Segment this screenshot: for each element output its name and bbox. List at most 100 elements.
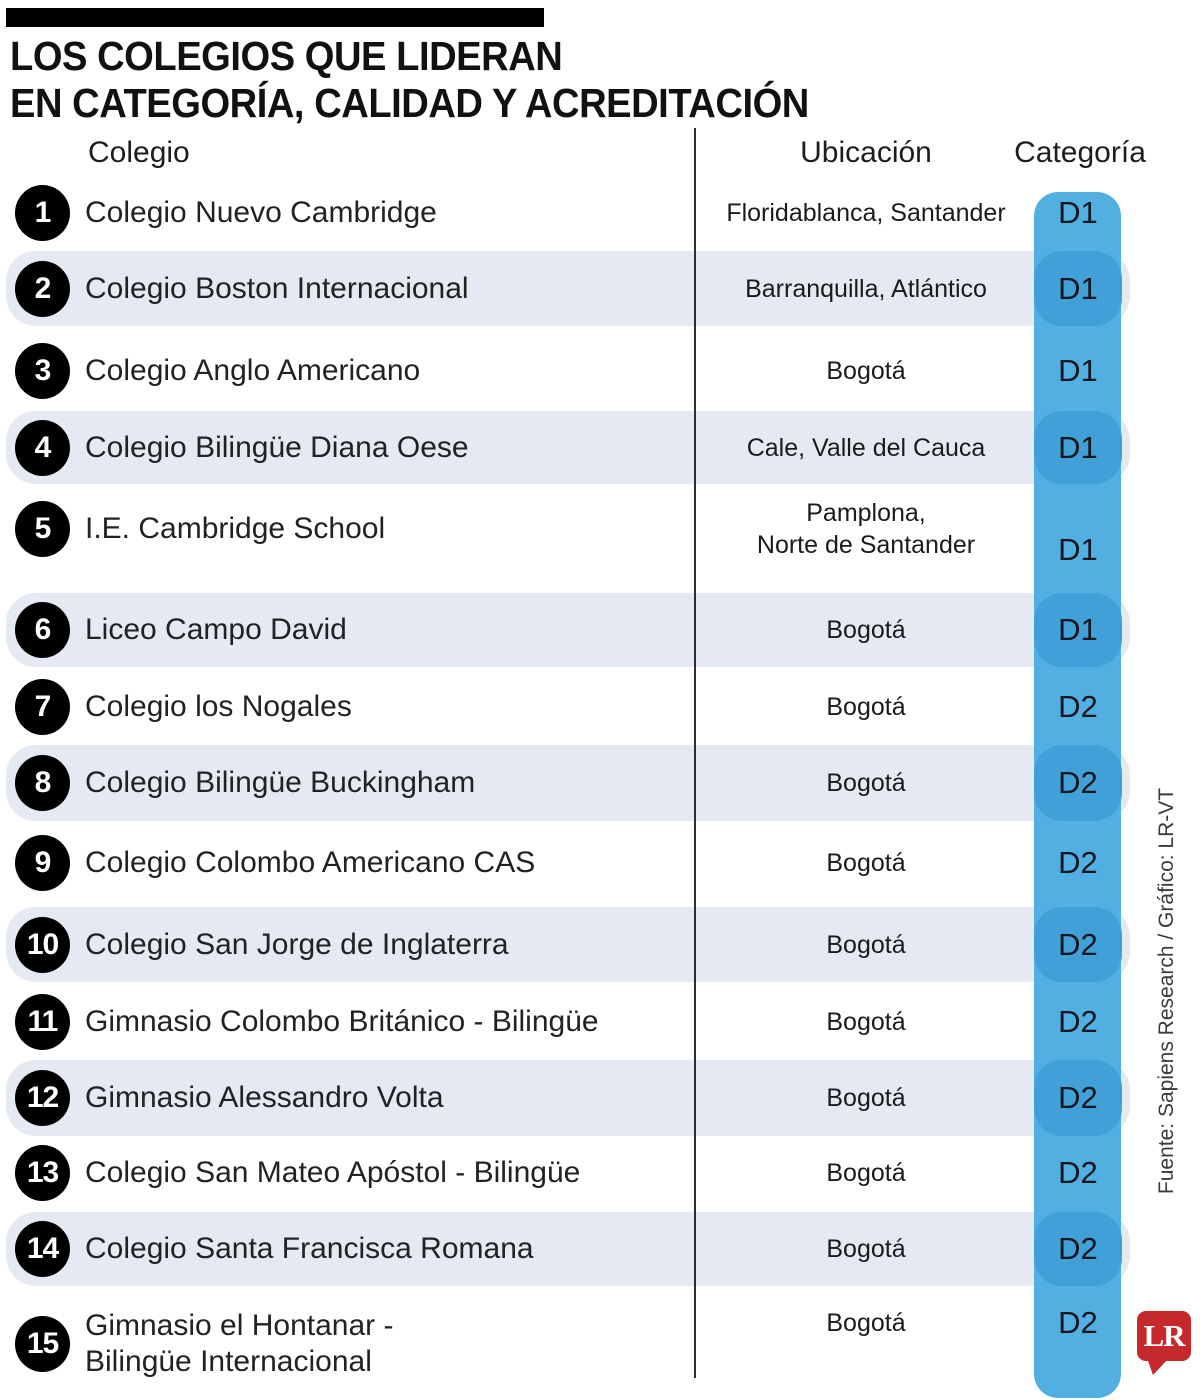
school-location: Bogotá [826,1084,906,1112]
category-value: D1 [1058,270,1098,306]
school-name: Colegio los Nogales [85,690,352,723]
category-value: D2 [1058,845,1098,880]
category-pill [1034,411,1122,484]
school-name: Gimnasio Alessandro Volta [85,1081,444,1114]
rank-badge: 6 [15,602,70,658]
row-highlight [6,907,1130,982]
rank-badge: 7 [15,679,70,735]
table-row: 10 Colegio San Jorge de Inglaterra Bogot… [0,906,1200,983]
school-name: Liceo Campo David [85,613,347,646]
page-title: LOS COLEGIOS QUE LIDERAN EN CATEGORÍA, C… [10,33,809,127]
category-pill [1034,1060,1122,1136]
lr-logo-text: LR [1143,1318,1185,1353]
school-location: Bogotá [826,357,906,385]
category-value: D2 [1058,926,1098,962]
row-highlight [6,251,1130,326]
location-line-2: Norte de Santander [756,531,976,559]
location-line-1: Pamplona, [806,499,926,527]
school-name-line-1: Gimnasio el Hontanar - [85,1309,394,1342]
rank-badge: 4 [15,419,70,476]
category-value: D1 [1058,532,1098,567]
row-highlight [6,593,1130,667]
table-row: 8 Colegio Bilingüe Buckingham Bogotá D2 [0,744,1200,822]
rank-badge: 1 [15,185,70,241]
title-line-2: EN CATEGORÍA, CALIDAD Y ACREDITACIÓN [10,80,809,126]
column-header-category: Categoría [1014,136,1146,169]
rank-badge: 9 [15,835,70,891]
school-location: Bogotá [826,1008,906,1036]
source-credit: Fuente: Sapiens Research / Gráfico: LR-V… [1155,787,1178,1195]
school-name: I.E. Cambridge School [85,512,386,545]
column-header-school: Colegio [88,136,190,169]
table-row: 13 Colegio San Mateo Apóstol - Bilingüe … [0,1134,1200,1211]
school-location: Bogotá [826,616,906,644]
rank-badge: 10 [15,916,70,973]
row-highlight [6,1212,1130,1286]
category-value: D2 [1058,1004,1098,1039]
rank-badge: 5 [15,501,70,557]
table-row: 7 Colegio los Nogales Bogotá D2 [0,668,1200,746]
category-pill [1034,907,1122,982]
school-location: Floridablanca, Santander [726,199,1006,227]
school-name: Colegio Bilingüe Buckingham [85,766,476,799]
school-name: Colegio Boston Internacional [85,271,469,305]
table-row: 4 Colegio Bilingüe Diana Oese Cale, Vall… [0,410,1200,485]
category-pill [1034,593,1122,667]
school-location: Bogotá [826,1309,906,1337]
rank-badge: 2 [15,260,70,317]
school-location: Bogotá [826,930,906,959]
table-row: 3 Colegio Anglo Americano Bogotá D1 [0,332,1200,410]
school-location: Bogotá [826,849,906,877]
category-value: D2 [1058,765,1098,800]
category-value: D2 [1058,1154,1098,1190]
school-location: Bogotá [826,693,906,721]
category-value: D1 [1058,353,1098,388]
rank-badge: 3 [15,343,70,399]
school-location: Pamplona, Norte de Santander [698,497,1034,561]
table-row: 6 Liceo Campo David Bogotá D1 [0,592,1200,668]
table-row: 12 Gimnasio Alessandro Volta Bogotá D2 [0,1059,1200,1137]
category-pill [1034,251,1122,326]
school-location: Bogotá [826,769,906,797]
row-highlight [6,1060,1130,1136]
table-row: 1 Colegio Nuevo Cambridge Floridablanca,… [0,174,1200,252]
rank-badge: 13 [15,1144,70,1201]
table-row: 11 Gimnasio Colombo Británico - Bilingüe… [0,983,1200,1061]
table-row: 2 Colegio Boston Internacional Barranqui… [0,250,1200,327]
school-location: Bogotá [826,1158,906,1187]
column-divider-line [694,128,696,1378]
column-header-location: Ubicación [800,136,932,169]
category-value: D1 [1058,612,1098,647]
school-name: Colegio Colombo Americano CAS [85,846,536,879]
category-pill [1034,745,1122,821]
school-location: Cale, Valle del Cauca [746,433,986,462]
school-name: Colegio San Jorge de Inglaterra [85,927,509,961]
row-highlight [6,411,1130,484]
school-name-line-2: Bilingüe Internacional [85,1345,372,1378]
table-row: 15 Gimnasio el Hontanar - Bilingüe Inter… [0,1288,1200,1400]
category-value: D1 [1058,195,1098,230]
school-name: Colegio Bilingüe Diana Oese [85,430,469,464]
category-pill [1034,1212,1122,1286]
school-name: Colegio Santa Francisca Romana [85,1232,534,1265]
rank-badge: 15 [15,1316,70,1372]
row-highlight [6,745,1130,821]
category-value: D2 [1058,1305,1098,1340]
lr-logo-tail [1147,1358,1169,1375]
rank-badge: 8 [15,755,70,811]
school-name: Gimnasio el Hontanar - Bilingüe Internac… [85,1308,393,1380]
school-name: Colegio Anglo Americano [85,354,421,387]
rank-badge: 14 [15,1221,70,1277]
school-name: Colegio San Mateo Apóstol - Bilingüe [85,1155,581,1189]
rank-badge: 12 [15,1070,70,1126]
category-value: D2 [1058,1080,1098,1115]
school-name: Colegio Nuevo Cambridge [85,196,437,229]
category-value: D1 [1058,429,1098,465]
table-row: 5 I.E. Cambridge School Pamplona, Norte … [0,478,1200,580]
school-name: Gimnasio Colombo Británico - Bilingüe [85,1005,599,1038]
category-value: D2 [1058,1231,1098,1266]
category-value: D2 [1058,689,1098,724]
title-line-1: LOS COLEGIOS QUE LIDERAN [10,33,563,79]
school-location: Bogotá [826,1235,906,1263]
